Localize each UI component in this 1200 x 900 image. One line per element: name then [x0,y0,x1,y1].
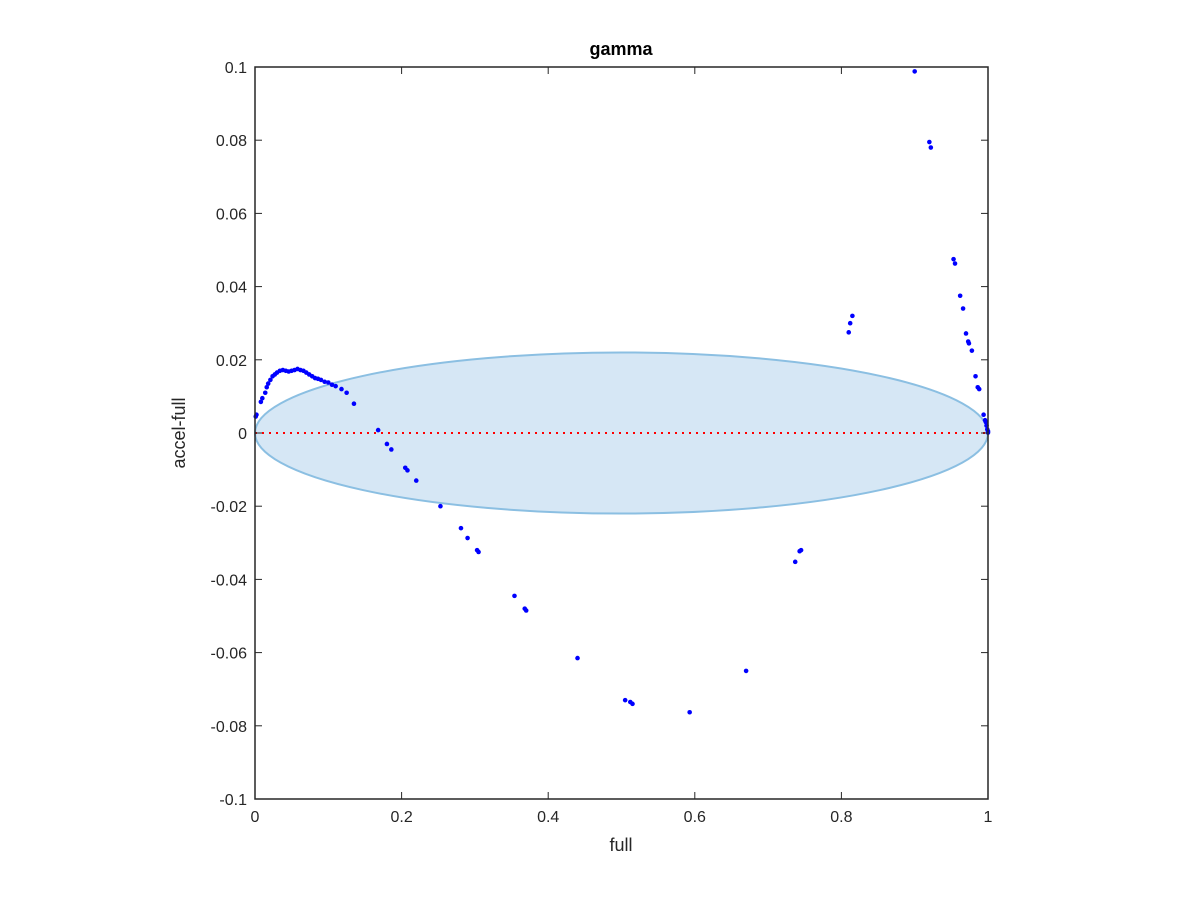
data-point [326,380,331,385]
data-point [344,390,349,396]
y-tick-label: 0.06 [216,206,247,223]
data-point [438,503,443,509]
x-tick-label: 0.8 [830,809,852,826]
data-point [957,293,963,299]
data-point [329,382,335,387]
data-point [405,468,410,473]
data-point [265,381,271,386]
ticks-layer: 0 0.2 0.4 0.6 0.8 1 -0.1 -0.08 -0.06 -0.04 -0.02 0 0… [211,60,993,826]
data-point [333,383,338,389]
y-tick-label: 0.1 [225,60,247,77]
data-point [458,525,464,531]
y-tick-label: 0 [238,426,247,443]
data-point [927,139,932,145]
data-point [743,668,749,674]
y-tick-label: -0.02 [211,499,248,516]
data-point [258,399,264,405]
chart-title: gamma [589,39,653,59]
data-point [413,478,419,483]
x-tick-label: 0.2 [390,809,412,826]
data-point [260,395,265,401]
x-axis-label: full [609,835,632,855]
data-point [523,608,529,613]
y-tick-label: 0.08 [216,133,247,150]
data-point [976,386,982,392]
x-tick-label: 0.6 [684,809,706,826]
data-point [630,701,635,707]
data-point [322,379,327,385]
data-point [268,377,273,383]
data-point [969,348,975,353]
data-point [351,401,357,407]
data-point [262,390,268,396]
data-point [339,386,344,392]
data-point [792,559,798,565]
data-point [375,427,381,433]
data-point [476,549,481,555]
data-point [850,313,855,319]
data-point [465,535,470,541]
x-tick-label: 1 [984,809,993,826]
data-point [966,341,972,346]
data-point [928,145,934,150]
y-axis-label: accel-full [169,397,189,468]
y-tick-label: 0.02 [216,353,247,370]
y-tick-label: -0.08 [211,719,248,736]
data-point [264,384,270,390]
data-point [981,412,986,418]
data-point [973,373,978,379]
data-point [512,593,517,599]
data-point [983,419,989,425]
y-tick-label: -0.06 [211,646,248,663]
data-point [389,447,394,452]
y-tick-label: 0.04 [216,280,247,297]
data-point [963,331,969,336]
x-tick-label: 0 [251,809,260,826]
data-point [622,697,628,703]
data-point [687,709,692,715]
data-point [384,441,390,447]
data-point [960,306,966,311]
data-point [575,655,580,661]
y-tick-label: -0.04 [211,572,248,589]
x-tick-label: 0.4 [537,809,559,826]
data-point [798,547,804,553]
y-tick-label: -0.1 [219,792,247,809]
data-point [847,320,853,326]
data-point [318,377,324,383]
data-point [846,330,852,335]
data-point [912,69,917,74]
data-point [952,261,958,266]
data-point [951,256,956,262]
